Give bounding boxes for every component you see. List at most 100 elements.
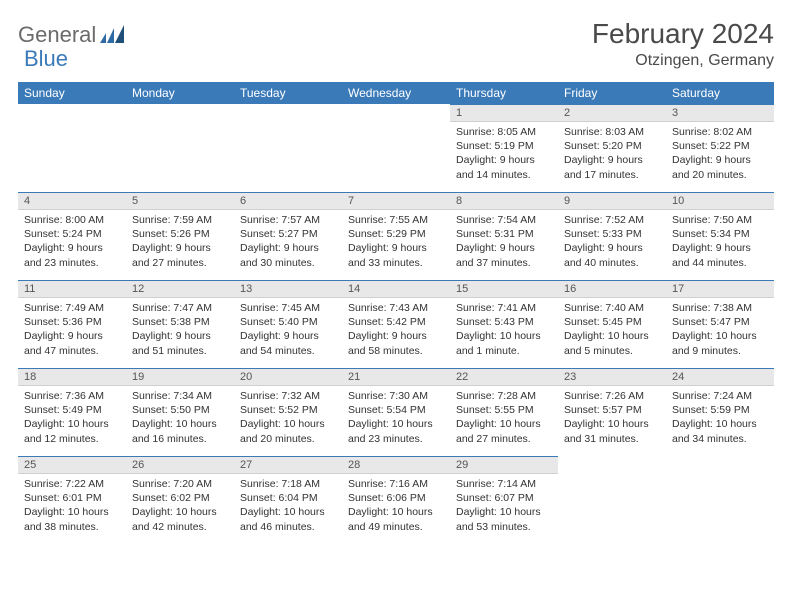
- sunset-text: Sunset: 5:40 PM: [240, 315, 336, 329]
- day-number: 13: [234, 280, 342, 298]
- daylight-text: Daylight: 10 hours and 20 minutes.: [240, 417, 336, 445]
- calendar-day-cell: 14Sunrise: 7:43 AMSunset: 5:42 PMDayligh…: [342, 280, 450, 368]
- sunset-text: Sunset: 5:31 PM: [456, 227, 552, 241]
- header: General February 2024 Otzingen, Germany: [18, 18, 774, 70]
- sunset-text: Sunset: 6:01 PM: [24, 491, 120, 505]
- day-number: [18, 104, 126, 108]
- sunrise-text: Sunrise: 7:50 AM: [672, 213, 768, 227]
- calendar-day-cell: 5Sunrise: 7:59 AMSunset: 5:26 PMDaylight…: [126, 192, 234, 280]
- day-content: Sunrise: 7:28 AMSunset: 5:55 PMDaylight:…: [450, 386, 558, 449]
- weekday-header: Wednesday: [342, 82, 450, 104]
- sunrise-text: Sunrise: 7:34 AM: [132, 389, 228, 403]
- day-content: Sunrise: 8:02 AMSunset: 5:22 PMDaylight:…: [666, 122, 774, 185]
- day-number: 28: [342, 456, 450, 474]
- calendar-day-cell: 10Sunrise: 7:50 AMSunset: 5:34 PMDayligh…: [666, 192, 774, 280]
- sunset-text: Sunset: 5:26 PM: [132, 227, 228, 241]
- daylight-text: Daylight: 10 hours and 16 minutes.: [132, 417, 228, 445]
- sunrise-text: Sunrise: 8:02 AM: [672, 125, 768, 139]
- sunset-text: Sunset: 5:38 PM: [132, 315, 228, 329]
- day-content: Sunrise: 7:14 AMSunset: 6:07 PMDaylight:…: [450, 474, 558, 537]
- day-content: Sunrise: 7:49 AMSunset: 5:36 PMDaylight:…: [18, 298, 126, 361]
- sunset-text: Sunset: 5:33 PM: [564, 227, 660, 241]
- logo: General: [18, 18, 128, 48]
- sunset-text: Sunset: 5:19 PM: [456, 139, 552, 153]
- weekday-header: Sunday: [18, 82, 126, 104]
- day-content: Sunrise: 8:03 AMSunset: 5:20 PMDaylight:…: [558, 122, 666, 185]
- sunset-text: Sunset: 5:54 PM: [348, 403, 444, 417]
- calendar-day-cell: 16Sunrise: 7:40 AMSunset: 5:45 PMDayligh…: [558, 280, 666, 368]
- sunrise-text: Sunrise: 7:54 AM: [456, 213, 552, 227]
- daylight-text: Daylight: 10 hours and 27 minutes.: [456, 417, 552, 445]
- sunset-text: Sunset: 5:55 PM: [456, 403, 552, 417]
- weekday-header: Monday: [126, 82, 234, 104]
- day-content: Sunrise: 8:00 AMSunset: 5:24 PMDaylight:…: [18, 210, 126, 273]
- sunset-text: Sunset: 5:36 PM: [24, 315, 120, 329]
- day-number: [126, 104, 234, 108]
- sunrise-text: Sunrise: 7:38 AM: [672, 301, 768, 315]
- calendar-day-cell: 26Sunrise: 7:20 AMSunset: 6:02 PMDayligh…: [126, 456, 234, 544]
- sunset-text: Sunset: 5:59 PM: [672, 403, 768, 417]
- daylight-text: Daylight: 9 hours and 23 minutes.: [24, 241, 120, 269]
- daylight-text: Daylight: 9 hours and 54 minutes.: [240, 329, 336, 357]
- sunset-text: Sunset: 5:43 PM: [456, 315, 552, 329]
- logo-text-blue: Blue: [24, 46, 68, 71]
- day-number: [342, 104, 450, 108]
- daylight-text: Daylight: 9 hours and 30 minutes.: [240, 241, 336, 269]
- day-number: 15: [450, 280, 558, 298]
- daylight-text: Daylight: 9 hours and 33 minutes.: [348, 241, 444, 269]
- calendar-day-cell: [666, 456, 774, 544]
- daylight-text: Daylight: 9 hours and 58 minutes.: [348, 329, 444, 357]
- weekday-header: Friday: [558, 82, 666, 104]
- daylight-text: Daylight: 9 hours and 37 minutes.: [456, 241, 552, 269]
- daylight-text: Daylight: 9 hours and 40 minutes.: [564, 241, 660, 269]
- sunset-text: Sunset: 5:29 PM: [348, 227, 444, 241]
- calendar-week-row: 4Sunrise: 8:00 AMSunset: 5:24 PMDaylight…: [18, 192, 774, 280]
- sunrise-text: Sunrise: 7:32 AM: [240, 389, 336, 403]
- sunrise-text: Sunrise: 7:55 AM: [348, 213, 444, 227]
- daylight-text: Daylight: 10 hours and 12 minutes.: [24, 417, 120, 445]
- sunset-text: Sunset: 5:22 PM: [672, 139, 768, 153]
- daylight-text: Daylight: 9 hours and 17 minutes.: [564, 153, 660, 181]
- day-content: Sunrise: 7:38 AMSunset: 5:47 PMDaylight:…: [666, 298, 774, 361]
- sunrise-text: Sunrise: 7:40 AM: [564, 301, 660, 315]
- day-content: Sunrise: 7:40 AMSunset: 5:45 PMDaylight:…: [558, 298, 666, 361]
- day-content: Sunrise: 7:45 AMSunset: 5:40 PMDaylight:…: [234, 298, 342, 361]
- daylight-text: Daylight: 10 hours and 1 minute.: [456, 329, 552, 357]
- day-content: Sunrise: 7:43 AMSunset: 5:42 PMDaylight:…: [342, 298, 450, 361]
- day-content: Sunrise: 7:50 AMSunset: 5:34 PMDaylight:…: [666, 210, 774, 273]
- day-number: 21: [342, 368, 450, 386]
- sunrise-text: Sunrise: 7:26 AM: [564, 389, 660, 403]
- day-content: Sunrise: 7:32 AMSunset: 5:52 PMDaylight:…: [234, 386, 342, 449]
- day-content: Sunrise: 7:16 AMSunset: 6:06 PMDaylight:…: [342, 474, 450, 537]
- day-content: Sunrise: 7:57 AMSunset: 5:27 PMDaylight:…: [234, 210, 342, 273]
- calendar-day-cell: [342, 104, 450, 192]
- calendar-day-cell: 18Sunrise: 7:36 AMSunset: 5:49 PMDayligh…: [18, 368, 126, 456]
- day-number: 6: [234, 192, 342, 210]
- day-content: Sunrise: 7:34 AMSunset: 5:50 PMDaylight:…: [126, 386, 234, 449]
- day-number: 5: [126, 192, 234, 210]
- sunrise-text: Sunrise: 7:57 AM: [240, 213, 336, 227]
- day-content: Sunrise: 7:22 AMSunset: 6:01 PMDaylight:…: [18, 474, 126, 537]
- day-content: Sunrise: 7:41 AMSunset: 5:43 PMDaylight:…: [450, 298, 558, 361]
- sunrise-text: Sunrise: 7:16 AM: [348, 477, 444, 491]
- daylight-text: Daylight: 10 hours and 38 minutes.: [24, 505, 120, 533]
- day-number: 3: [666, 104, 774, 122]
- calendar-day-cell: 23Sunrise: 7:26 AMSunset: 5:57 PMDayligh…: [558, 368, 666, 456]
- sunset-text: Sunset: 5:57 PM: [564, 403, 660, 417]
- sunrise-text: Sunrise: 7:41 AM: [456, 301, 552, 315]
- daylight-text: Daylight: 9 hours and 20 minutes.: [672, 153, 768, 181]
- sunset-text: Sunset: 6:07 PM: [456, 491, 552, 505]
- sunset-text: Sunset: 5:52 PM: [240, 403, 336, 417]
- day-content: Sunrise: 7:52 AMSunset: 5:33 PMDaylight:…: [558, 210, 666, 273]
- sunrise-text: Sunrise: 7:43 AM: [348, 301, 444, 315]
- sunset-text: Sunset: 5:34 PM: [672, 227, 768, 241]
- calendar-day-cell: 9Sunrise: 7:52 AMSunset: 5:33 PMDaylight…: [558, 192, 666, 280]
- daylight-text: Daylight: 10 hours and 9 minutes.: [672, 329, 768, 357]
- calendar-week-row: 1Sunrise: 8:05 AMSunset: 5:19 PMDaylight…: [18, 104, 774, 192]
- day-number: 26: [126, 456, 234, 474]
- weekday-header: Thursday: [450, 82, 558, 104]
- day-number: 24: [666, 368, 774, 386]
- calendar-day-cell: 19Sunrise: 7:34 AMSunset: 5:50 PMDayligh…: [126, 368, 234, 456]
- calendar-day-cell: 28Sunrise: 7:16 AMSunset: 6:06 PMDayligh…: [342, 456, 450, 544]
- day-number: 11: [18, 280, 126, 298]
